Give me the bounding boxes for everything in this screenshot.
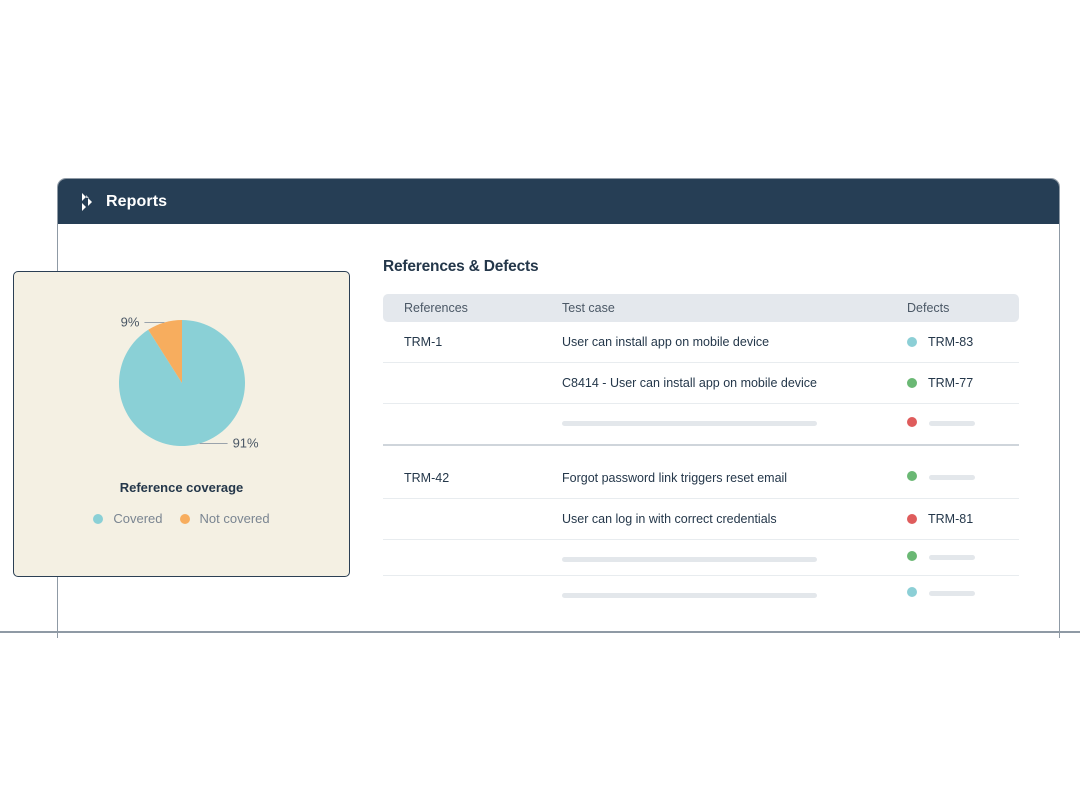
chart-legend: Covered Not covered <box>14 511 349 526</box>
table-header: References Test case Defects <box>383 294 1019 322</box>
defect-status-dot <box>907 378 917 388</box>
card-title: Reference coverage <box>119 480 244 495</box>
defect-status-dot <box>907 551 917 561</box>
defect-status-dot <box>907 471 917 481</box>
defect-status-dot <box>907 587 917 597</box>
defect-cell <box>907 417 928 427</box>
column-header-test-case[interactable]: Test case <box>562 301 615 315</box>
defect-link[interactable]: TRM-81 <box>928 512 974 526</box>
legend-label: Covered <box>113 511 163 526</box>
test-case-link[interactable]: User can install app on mobile device <box>562 335 770 349</box>
table-row[interactable]: TRM-42 Forgot password link triggers res… <box>383 458 1019 499</box>
references-defects-table: References Test case Defects TRM-1 User … <box>383 294 1019 611</box>
defect-cell: TRM-81 <box>907 512 973 526</box>
pie-slice-not-covered[interactable] <box>148 320 182 383</box>
defect-cell: TRM-77 <box>907 376 973 390</box>
defect-status-dot <box>907 337 917 347</box>
defect-placeholder <box>929 421 975 426</box>
app-logo-icon <box>82 192 92 211</box>
pie-label: 91% <box>233 435 259 450</box>
test-case-placeholder <box>562 421 817 426</box>
defect-cell <box>907 551 928 561</box>
window-titlebar: Reports <box>58 179 1059 224</box>
table-row[interactable]: C8414 - User can install app on mobile d… <box>383 363 1019 404</box>
test-case-placeholder <box>562 557 817 562</box>
pie-label: 9% <box>121 315 140 330</box>
reference-link[interactable]: TRM-42 <box>404 471 450 485</box>
defect-cell <box>907 471 928 481</box>
table-row[interactable]: User can log in with correct credentials… <box>383 499 1019 540</box>
defect-cell <box>907 587 928 597</box>
legend-item-covered[interactable]: Covered <box>93 511 163 526</box>
defect-link[interactable]: TRM-83 <box>928 335 974 349</box>
table-row[interactable] <box>383 404 1019 446</box>
defect-link[interactable]: TRM-77 <box>928 376 974 390</box>
defect-placeholder <box>929 591 975 596</box>
defect-status-dot <box>907 514 917 524</box>
table-row[interactable] <box>383 540 1019 576</box>
defect-status-dot <box>907 417 917 427</box>
window-title: Reports <box>106 192 168 210</box>
legend-dot <box>93 513 104 524</box>
legend-item-not-covered[interactable]: Not covered <box>179 511 270 526</box>
reference-link[interactable]: TRM-1 <box>404 335 443 349</box>
test-case-placeholder <box>562 593 817 598</box>
legend-dot <box>179 513 190 524</box>
pie-slice-covered[interactable] <box>118 320 245 446</box>
reference-coverage-card: 91% 9% Reference coverage Covered Not cov… <box>13 271 350 577</box>
table-row[interactable] <box>383 576 1019 611</box>
defect-cell: TRM-83 <box>907 335 973 349</box>
test-case-link[interactable]: User can log in with correct credentials <box>562 512 777 526</box>
test-case-link[interactable]: C8414 - User can install app on mobile d… <box>562 376 817 390</box>
coverage-pie-chart: 91% 9% <box>118 315 259 450</box>
table-row[interactable]: TRM-1 User can install app on mobile dev… <box>383 322 1019 363</box>
test-case-link[interactable]: Forgot password link triggers reset emai… <box>562 471 788 485</box>
legend-label: Not covered <box>199 511 270 526</box>
section-title: References & Defects <box>383 258 539 275</box>
defect-placeholder <box>929 555 975 560</box>
column-header-defects[interactable]: Defects <box>907 301 950 315</box>
defect-placeholder <box>929 475 975 480</box>
column-header-references[interactable]: References <box>404 301 468 315</box>
divider-line <box>0 631 1080 633</box>
